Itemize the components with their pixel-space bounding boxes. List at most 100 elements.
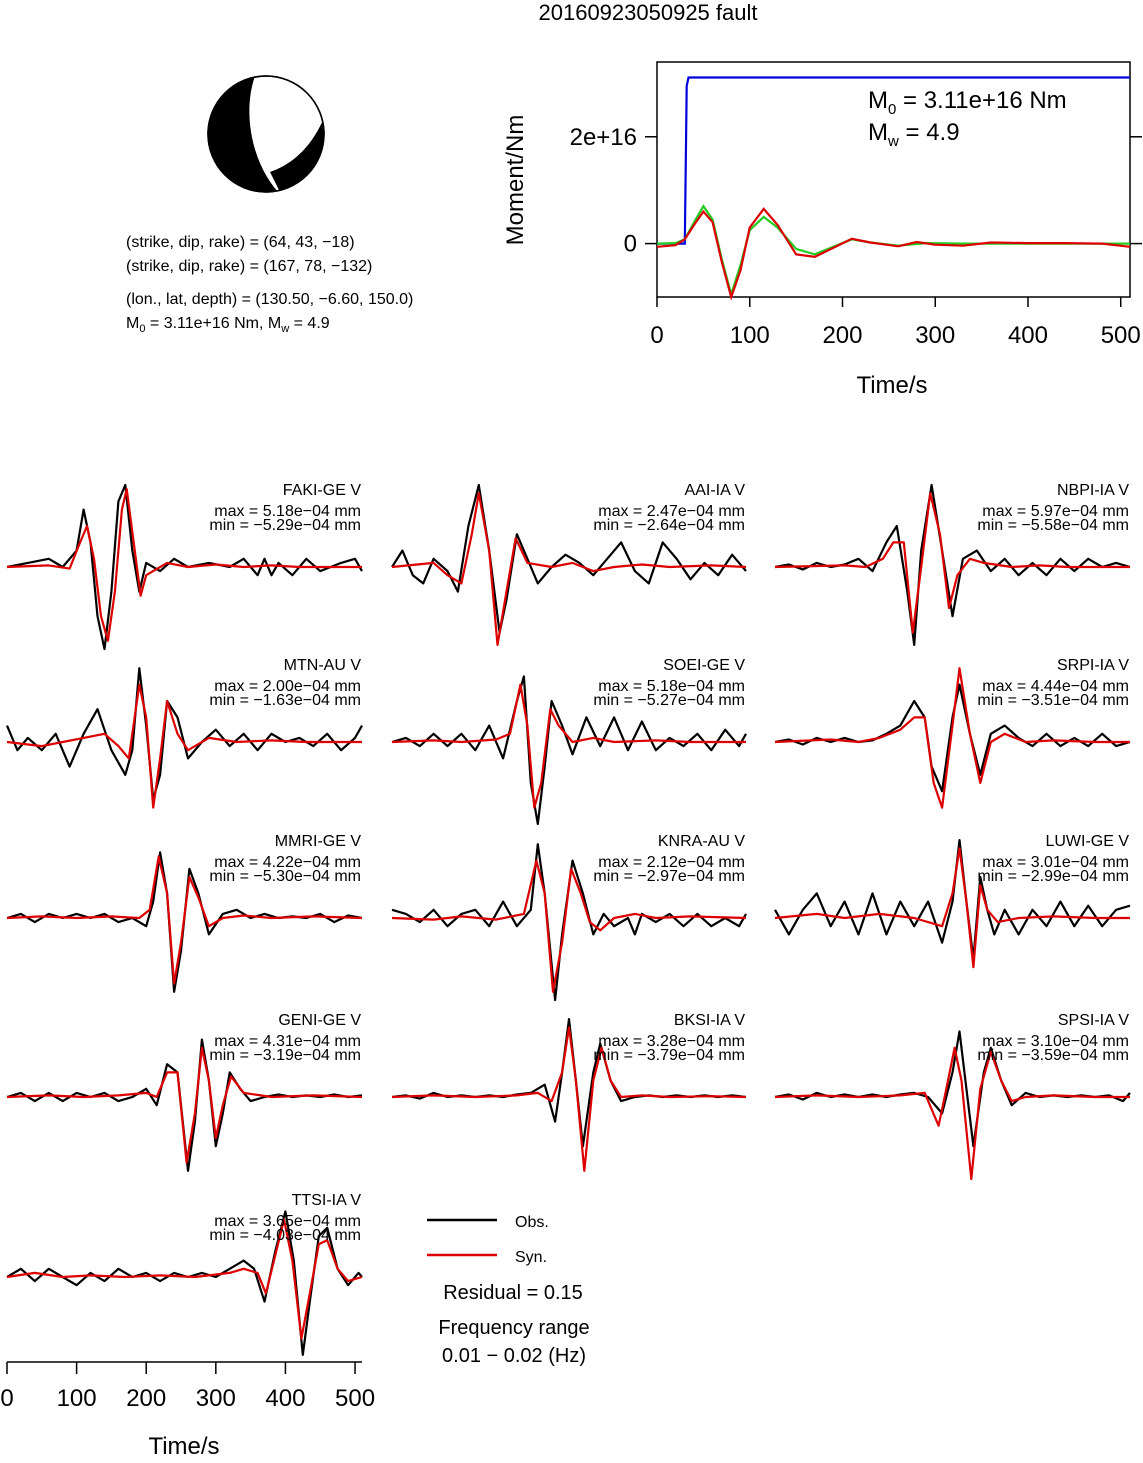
frequency-range-value: 0.01 − 0.02 (Hz) bbox=[442, 1345, 586, 1367]
observed-trace bbox=[6, 483, 363, 651]
moment-y-label: Moment/Nm bbox=[502, 115, 529, 246]
station-max: max = 3.01e−04 mm bbox=[982, 854, 1129, 871]
moment-x-tick-label: 400 bbox=[1008, 322, 1048, 349]
station-max: max = 3.10e−04 mm bbox=[982, 1033, 1129, 1050]
moment-x-tick-label: 500 bbox=[1101, 322, 1141, 349]
station-label: SOEI-GE V bbox=[663, 657, 745, 674]
moment-panel: 0 100 200 300 400 500 0 2e+16 Time/s Moment/Nm… bbox=[502, 61, 1142, 399]
waveform-x-axis: 0 100 200 300 400 500 bbox=[0, 1361, 375, 1412]
waveform-x-tick-label: 400 bbox=[265, 1385, 305, 1412]
moment-x-tick-label: 0 bbox=[650, 322, 663, 349]
residual-text: Residual = 0.15 bbox=[443, 1282, 583, 1304]
synthetic-trace bbox=[6, 1046, 363, 1164]
station-max: max = 4.31e−04 mm bbox=[214, 1033, 361, 1050]
moment-series-group bbox=[656, 76, 1131, 301]
synthetic-trace bbox=[774, 1046, 1130, 1181]
synthetic-trace bbox=[6, 683, 362, 809]
station-label: LUWI-GE V bbox=[1045, 833, 1129, 850]
station-min: min = −3.79e−04 mm bbox=[593, 1047, 745, 1064]
moment-annot-m0: M0 = 3.11e+16 Nm bbox=[868, 87, 1067, 118]
station-max: max = 3.65e−04 mm bbox=[214, 1213, 361, 1230]
figure-title: 20160923050925 fault bbox=[539, 0, 758, 25]
station-min: min = −5.30e−04 mm bbox=[209, 868, 361, 885]
station-label: FAKI-GE V bbox=[283, 482, 362, 499]
station-label: SPSI-IA V bbox=[1058, 1012, 1129, 1029]
mechanism-info: (strike, dip, rake) = (64, 43, −18) (str… bbox=[126, 234, 413, 335]
moment-y-axis: 0 2e+16 bbox=[570, 124, 1142, 258]
synthetic-trace bbox=[774, 847, 1130, 969]
station-label: GENI-GE V bbox=[278, 1012, 361, 1029]
station-max: max = 4.44e−04 mm bbox=[982, 678, 1129, 695]
synthetic-trace bbox=[6, 855, 363, 985]
synthetic-trace bbox=[391, 859, 747, 993]
plane1-text: (strike, dip, rake) = (64, 43, −18) bbox=[126, 234, 355, 251]
station-min: min = −4.03e−04 mm bbox=[209, 1227, 361, 1244]
station-label: MMRI-GE V bbox=[275, 833, 362, 850]
station-min: min = −5.58e−04 mm bbox=[977, 517, 1129, 534]
station-min: min = −5.27e−04 mm bbox=[593, 692, 745, 709]
legend: Obs. Syn. Residual = 0.15 Frequency rang… bbox=[427, 1214, 590, 1367]
observed-trace bbox=[391, 843, 747, 1002]
observed-trace bbox=[391, 483, 747, 634]
station-min: min = −2.97e−04 mm bbox=[593, 868, 745, 885]
synthetic-trace bbox=[774, 667, 1130, 809]
moment-x-tick-label: 200 bbox=[822, 322, 862, 349]
observed-trace bbox=[6, 1210, 363, 1356]
moment-x-axis: 0 100 200 300 400 500 bbox=[650, 297, 1141, 349]
station-max: max = 3.28e−04 mm bbox=[598, 1033, 745, 1050]
station-min: min = −3.51e−04 mm bbox=[977, 692, 1129, 709]
plane2-text: (strike, dip, rake) = (167, 78, −132) bbox=[126, 258, 372, 275]
station-label: SRPI-IA V bbox=[1057, 657, 1129, 674]
beachball-icon bbox=[207, 75, 325, 193]
legend-obs-label: Obs. bbox=[515, 1214, 549, 1231]
frequency-range-label: Frequency range bbox=[438, 1317, 589, 1339]
synthetic-trace bbox=[391, 1026, 747, 1172]
station-max: max = 2.00e−04 mm bbox=[214, 678, 361, 695]
station-min: min = −3.19e−04 mm bbox=[209, 1047, 361, 1064]
station-min: min = −2.64e−04 mm bbox=[593, 517, 745, 534]
moment-y-tick-label: 0 bbox=[624, 231, 637, 258]
station-label: AAI-IA V bbox=[685, 482, 746, 499]
station-label: MTN-AU V bbox=[284, 657, 362, 674]
legend-syn-label: Syn. bbox=[515, 1249, 547, 1266]
station-max: max = 4.22e−04 mm bbox=[214, 854, 361, 871]
moment-x-label: Time/s bbox=[856, 372, 927, 399]
observed-trace bbox=[391, 675, 747, 826]
synthetic-trace bbox=[6, 488, 362, 642]
synthetic-trace bbox=[774, 492, 1130, 634]
waveform-x-tick-label: 0 bbox=[0, 1385, 13, 1412]
station-max: max = 2.47e−04 mm bbox=[598, 503, 745, 520]
station-label: BKSI-IA V bbox=[674, 1012, 745, 1029]
station-min: min = −2.99e−04 mm bbox=[977, 868, 1129, 885]
station-min: min = −5.29e−04 mm bbox=[209, 517, 361, 534]
moment-series-2 bbox=[656, 207, 1131, 301]
synthetic-trace bbox=[6, 1218, 363, 1340]
moment-magnitude-text: M0 = 3.11e+16 Nm, Mw = 4.9 bbox=[126, 315, 330, 335]
station-label: KNRA-AU V bbox=[658, 833, 745, 850]
station-min: min = −1.63e−04 mm bbox=[209, 692, 361, 709]
moment-plot-frame bbox=[656, 61, 1131, 298]
moment-x-tick-label: 300 bbox=[915, 322, 955, 349]
location-text: (lon., lat, depth) = (130.50, −6.60, 150… bbox=[126, 291, 413, 308]
waveform-x-tick-label: 300 bbox=[196, 1385, 236, 1412]
moment-series-1 bbox=[656, 204, 1130, 299]
moment-y-tick-label: 2e+16 bbox=[570, 124, 637, 151]
station-max: max = 5.18e−04 mm bbox=[214, 503, 361, 520]
waveform-x-tick-label: 500 bbox=[335, 1385, 375, 1412]
station-label: TTSI-IA V bbox=[292, 1192, 362, 1209]
moment-annot-mw: Mw = 4.9 bbox=[868, 119, 960, 150]
